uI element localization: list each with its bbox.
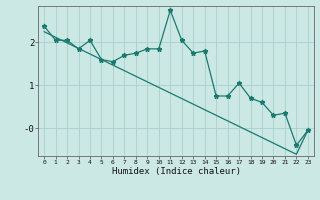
X-axis label: Humidex (Indice chaleur): Humidex (Indice chaleur)	[111, 167, 241, 176]
